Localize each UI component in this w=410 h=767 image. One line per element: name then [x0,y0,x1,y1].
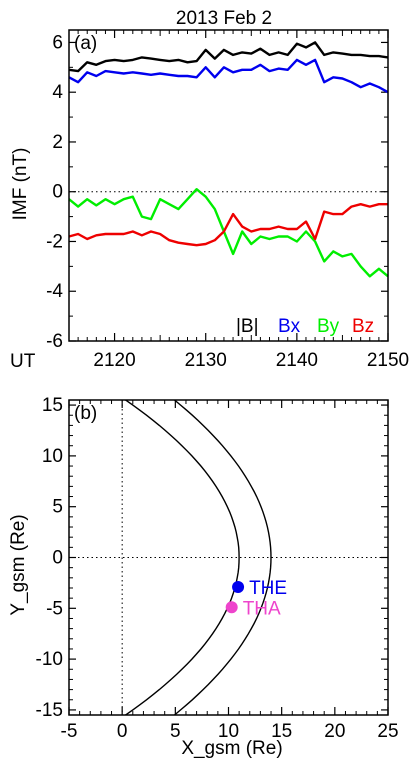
point-tha [225,601,238,614]
panel-b-position-chart: Y_gsm (Re) X_gsm (Re) -15 -10 -5 0 5 10 15 -5 0 5… [8,395,399,759]
x-tick-label: 2130 [185,350,227,371]
y-tick-label: 4 [52,82,63,103]
legend-entry-by: By [317,316,340,337]
point-label-the: THE [249,578,287,599]
y-tick-label: 0 [52,548,63,569]
boundary-curve-1 [124,400,240,715]
panel-b-label: (b) [74,403,97,424]
chart-title: 2013 Feb 2 [176,8,272,29]
panel-a-label: (a) [74,33,97,54]
y-tick-label: -4 [46,281,63,302]
legend-entry-bx: Bx [278,316,301,337]
y-tick-label: 0 [52,182,63,203]
y-tick-label: 6 [52,32,63,53]
y-axis-label: Y_gsm (Re) [8,514,29,615]
panel-b-frame [68,399,389,716]
y-tick-label: 5 [52,497,63,518]
panel-b-curves [124,400,272,715]
panel-b-ticks: -15 -10 -5 0 5 10 15 -5 0 5 10 15 20 25 [36,395,399,742]
x-tick-label: 2140 [276,350,318,371]
panel-a-series [68,41,389,278]
y-axis-label: IMF (nT) [10,148,31,221]
x-axis-label: UT [10,351,36,372]
legend: |B| Bx By Bz [236,316,374,337]
y-tick-label: -5 [46,598,63,619]
y-tick-label: -10 [36,649,63,670]
series-line-b [68,41,389,73]
boundary-curve-2 [173,400,272,715]
x-tick-label: 2150 [367,350,409,371]
x-tick-label: 2120 [93,350,135,371]
x-tick-label: -5 [61,721,78,742]
series-line-by [68,187,389,278]
point-label-tha: THA [243,598,281,619]
y-tick-label: 2 [52,132,63,153]
x-tick-label: 20 [324,721,345,742]
x-tick-label: 0 [117,721,128,742]
legend-entry-b-total: |B| [236,316,259,337]
point-the [232,580,245,593]
y-tick-label: -2 [46,231,63,252]
x-tick-label: 10 [218,721,239,742]
y-tick-label: 10 [42,446,63,467]
series-line-bx [68,58,389,94]
y-tick-label: -6 [46,331,63,352]
y-tick-label: -15 [36,700,63,721]
y-tick-label: 15 [42,395,63,416]
panel-a-frame [68,29,389,342]
x-axis-label: X_gsm (Re) [181,738,282,759]
x-tick-label: 5 [170,721,181,742]
legend-entry-bz: Bz [352,316,374,337]
series-line-bz [68,202,388,247]
panel-a-imf-chart: 2013 Feb 2 IMF (nT) UT -6 -4 -2 0 2 4 6 2120 213… [10,8,409,372]
x-tick-label: 25 [377,721,398,742]
x-tick-label: 15 [271,721,292,742]
